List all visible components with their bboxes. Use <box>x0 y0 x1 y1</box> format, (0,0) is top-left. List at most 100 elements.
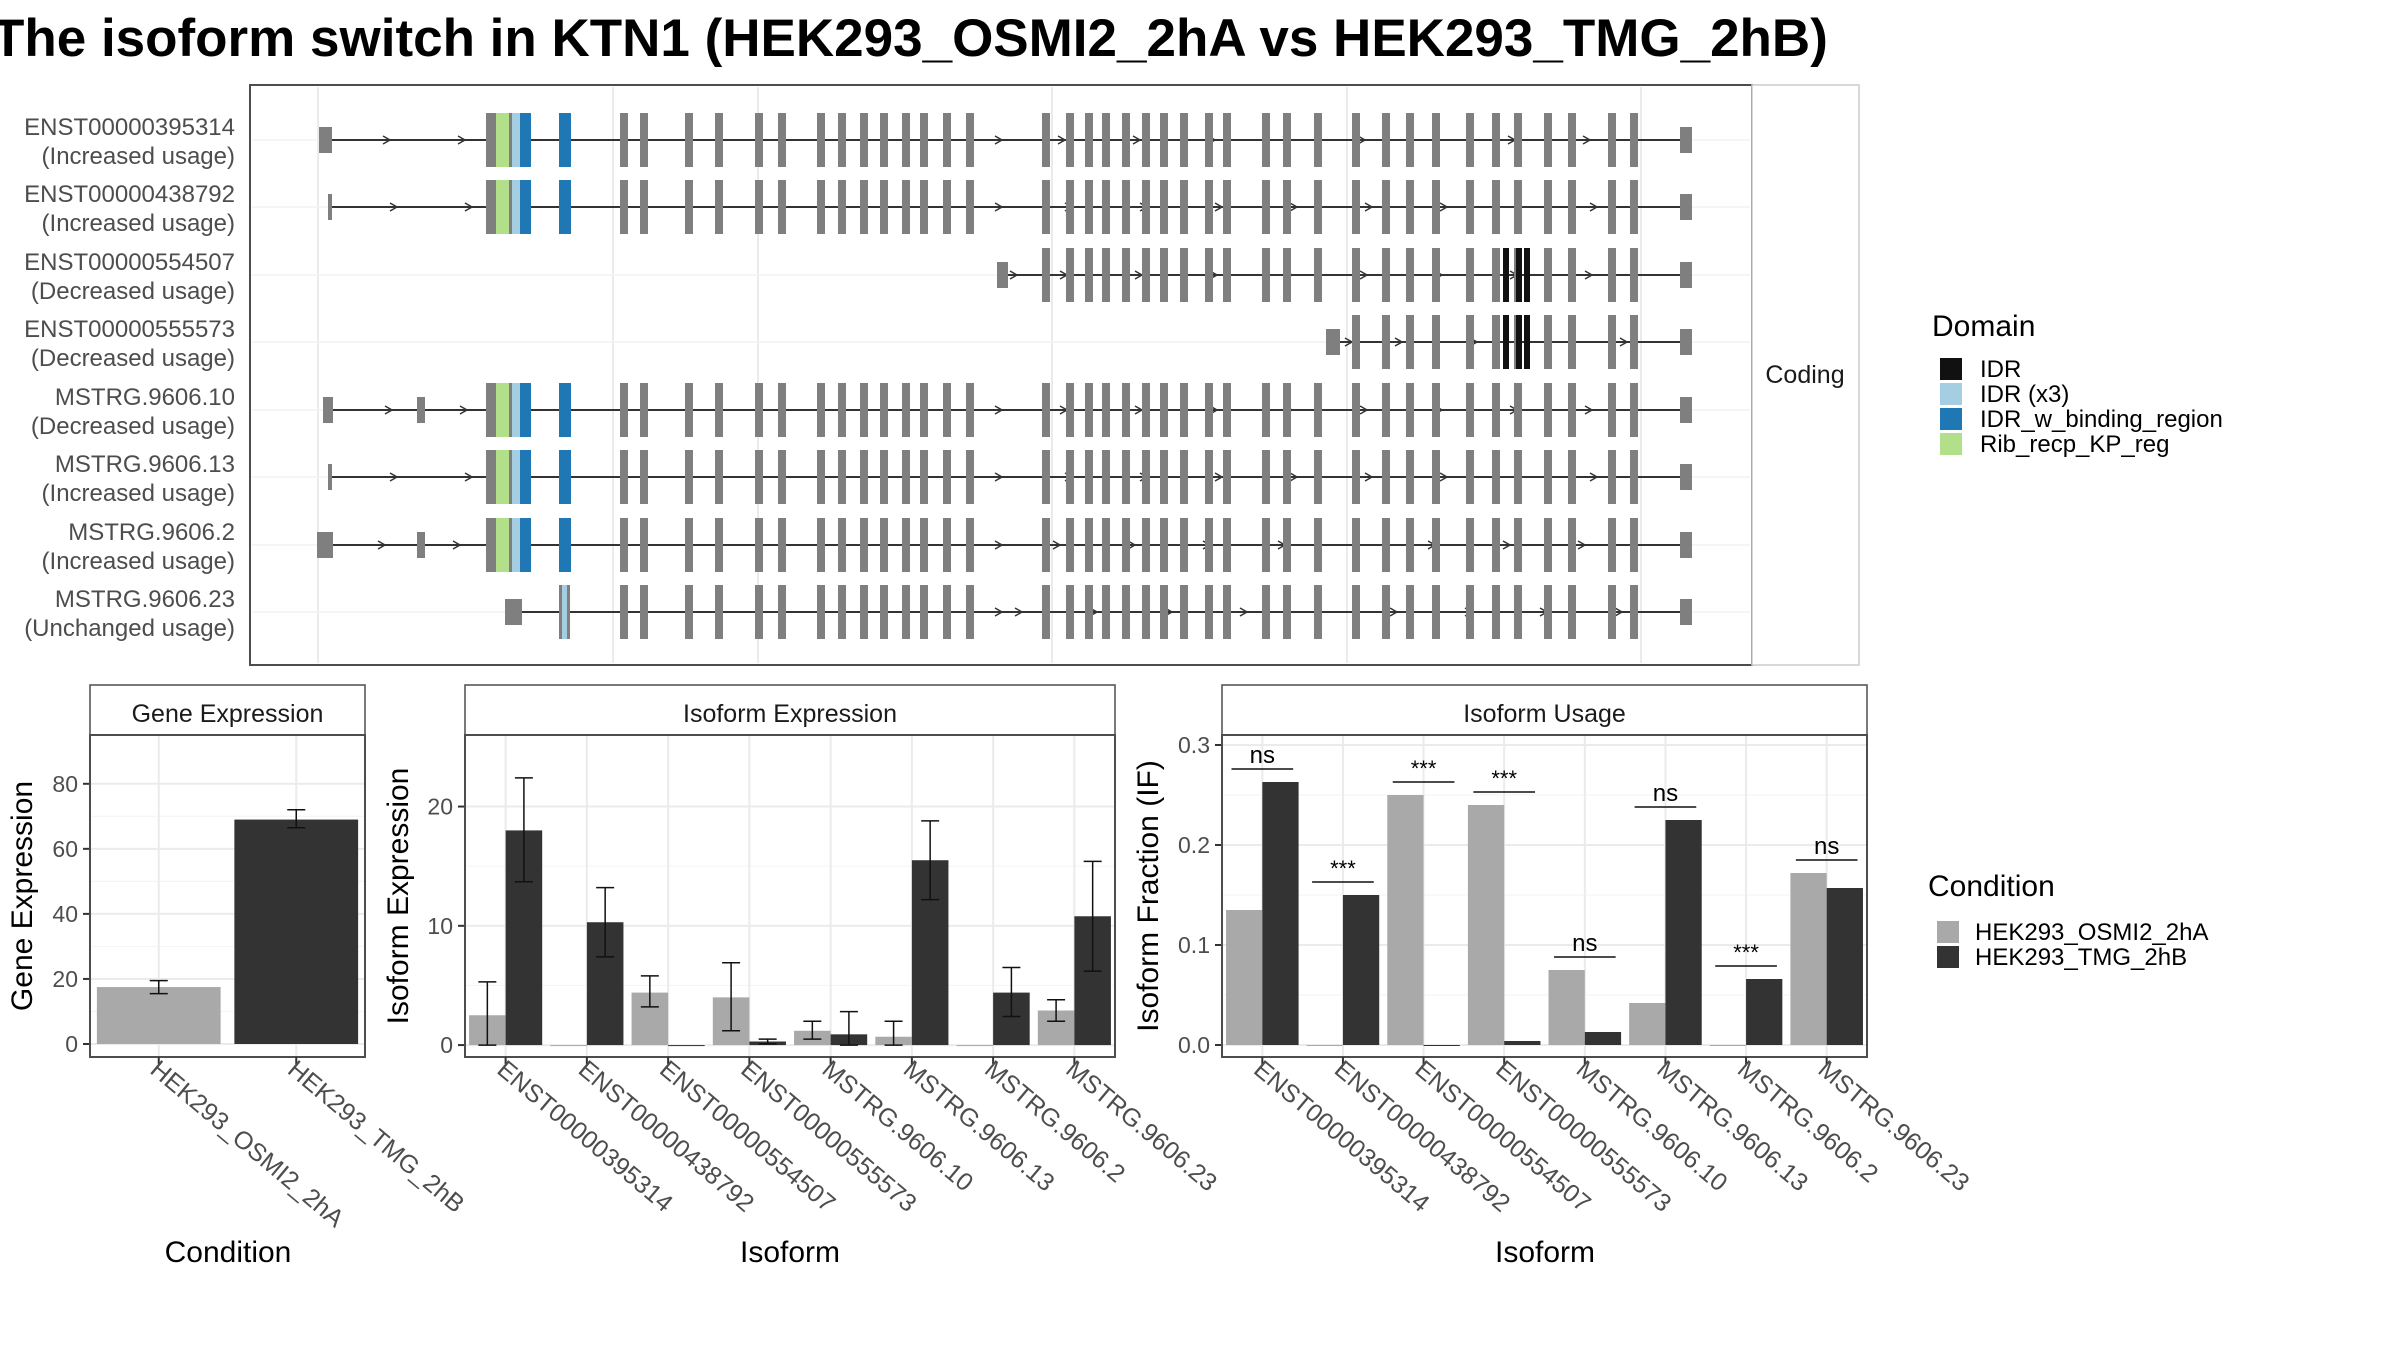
bar-cond2 <box>1423 1045 1460 1046</box>
direction-arrow <box>464 202 474 212</box>
panel-strip-title: Isoform Usage <box>1463 700 1626 728</box>
exon <box>685 113 693 167</box>
isoform-id-label: MSTRG.9606.13 <box>55 451 235 478</box>
exon <box>1283 585 1291 639</box>
exon <box>1352 315 1360 369</box>
exon <box>1568 315 1576 369</box>
exon <box>838 383 846 437</box>
domain-legend-label: Rib_recp_KP_reg <box>1980 431 2169 458</box>
exon <box>1102 180 1110 234</box>
direction-arrow <box>384 405 394 415</box>
bar-cond1 <box>1629 1003 1666 1045</box>
x-axis-title: Isoform <box>740 1236 840 1269</box>
condition-legend-label: HEK293_TMG_2hB <box>1975 944 2187 971</box>
exon <box>1314 180 1322 234</box>
exon <box>1608 315 1616 369</box>
exon <box>860 113 868 167</box>
domain-legend-key <box>1940 383 1962 405</box>
exon <box>1544 113 1552 167</box>
domain-idr-binding <box>520 450 531 504</box>
exon <box>1223 113 1231 167</box>
exon <box>640 383 648 437</box>
exon <box>1432 113 1440 167</box>
direction-arrow <box>1289 472 1299 482</box>
exon <box>817 113 825 167</box>
exon <box>966 585 974 639</box>
exon <box>1630 585 1638 639</box>
exon <box>620 585 628 639</box>
direction-arrow <box>1289 202 1299 212</box>
direction-arrow <box>1052 540 1062 550</box>
exon <box>920 180 928 234</box>
exon <box>1122 518 1130 572</box>
exon <box>1085 450 1093 504</box>
domain-idr-x3 <box>512 113 520 167</box>
isoform-id-label: ENST00000438792 <box>24 181 235 208</box>
exon <box>715 180 723 234</box>
exon <box>1466 113 1474 167</box>
exon <box>1432 518 1440 572</box>
exon <box>1492 383 1500 437</box>
exon <box>1608 585 1616 639</box>
exon <box>1630 248 1638 302</box>
bars: ns *** *** *** ns ns *** ns <box>1226 742 1863 1046</box>
exon <box>1432 248 1440 302</box>
direction-arrow <box>389 202 399 212</box>
direction-arrow <box>464 472 474 482</box>
transcript-row <box>997 248 1692 302</box>
exon <box>1630 113 1638 167</box>
exon <box>1160 248 1168 302</box>
exon <box>1102 383 1110 437</box>
direction-arrow <box>1394 337 1404 347</box>
domain-legend-key <box>1940 433 1962 455</box>
y-tick-label: 10 <box>427 913 453 939</box>
domain-rib-recp-kp-reg <box>496 113 509 167</box>
exon <box>1608 248 1616 302</box>
exon <box>1102 450 1110 504</box>
panel-strip <box>1221 684 1868 736</box>
exon <box>966 450 974 504</box>
condition-legend-label: HEK293_OSMI2_2hA <box>1975 919 2208 946</box>
exon <box>817 585 825 639</box>
exon <box>1223 450 1231 504</box>
exon <box>685 383 693 437</box>
significance-label: *** <box>1733 940 1759 965</box>
utr-exon <box>328 194 332 220</box>
exon <box>1160 113 1168 167</box>
exon <box>640 585 648 639</box>
bar-cond1 <box>1467 805 1505 1045</box>
exon <box>1066 383 1074 437</box>
direction-arrow <box>994 135 1004 145</box>
direction-arrow <box>459 405 469 415</box>
exon <box>1066 180 1074 234</box>
exon <box>1568 180 1576 234</box>
exon <box>755 383 763 437</box>
direction-arrow <box>1589 202 1599 212</box>
direction-arrow <box>1502 540 1512 550</box>
direction-arrow <box>1582 135 1592 145</box>
exon <box>755 113 763 167</box>
exon <box>1142 518 1150 572</box>
isoform-expression-panel: Isoform Expression01020ENST00000395314EN… <box>382 684 1222 1269</box>
exon <box>1608 518 1616 572</box>
exon <box>1180 585 1188 639</box>
exon <box>1180 180 1188 234</box>
transcript-row <box>323 383 1692 437</box>
exon <box>1142 450 1150 504</box>
exon <box>755 180 763 234</box>
y-tick-label: 0 <box>440 1032 453 1058</box>
exon <box>1544 450 1552 504</box>
exon <box>902 180 910 234</box>
significance-label: *** <box>1411 756 1437 781</box>
exon <box>1205 113 1213 167</box>
exon <box>1314 248 1322 302</box>
isoform-id-label: ENST00000395314 <box>24 114 235 141</box>
exon <box>943 383 951 437</box>
exon <box>1142 383 1150 437</box>
domain-idr-binding <box>559 450 571 504</box>
exon <box>920 585 928 639</box>
exon <box>1085 585 1093 639</box>
exon <box>1085 383 1093 437</box>
exon <box>778 113 786 167</box>
exon <box>966 518 974 572</box>
